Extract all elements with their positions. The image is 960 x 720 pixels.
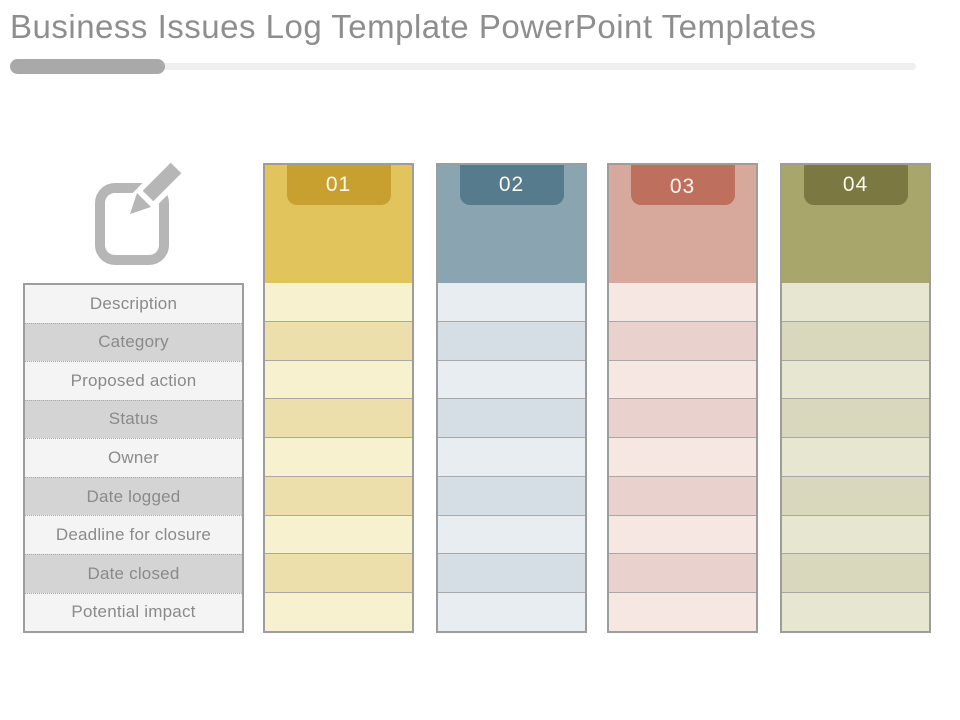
- table-cell: [265, 359, 412, 399]
- table-cell: [438, 553, 585, 593]
- column-number-badge: 03: [630, 165, 735, 205]
- table-cell: [609, 592, 756, 632]
- page-title: Business Issues Log Template PowerPoint …: [10, 8, 817, 45]
- row-label-potential-impact: Potential impact: [25, 592, 242, 632]
- table-cell: [265, 398, 412, 438]
- title-underline-track: [10, 63, 916, 70]
- table-cell: [609, 283, 756, 321]
- row-label-date-closed: Date closed: [25, 553, 242, 593]
- column-body: [265, 283, 412, 632]
- edit-pencil-square-icon: [95, 160, 190, 265]
- data-column-03: 03: [607, 163, 758, 633]
- table-cell: [782, 437, 929, 476]
- column-number: 04: [842, 173, 869, 196]
- column-number-badge: 04: [803, 165, 908, 205]
- row-label-owner: Owner: [25, 438, 242, 477]
- row-label-deadline-for-closure: Deadline for closure: [25, 515, 242, 554]
- row-labels-column: Description Category Proposed action Sta…: [23, 283, 244, 633]
- table-cell: [265, 553, 412, 593]
- data-column-01: 01: [263, 163, 414, 633]
- table-cell: [265, 514, 412, 554]
- row-label-category: Category: [25, 322, 242, 362]
- column-number: 03: [669, 175, 696, 198]
- table-cell: [609, 475, 756, 515]
- table-cell: [438, 320, 585, 360]
- table-cell: [265, 475, 412, 515]
- table-cell: [265, 437, 412, 476]
- column-header: 04: [782, 165, 929, 283]
- row-label-date-logged: Date logged: [25, 476, 242, 516]
- table-cell: [782, 398, 929, 438]
- table-cell: [438, 475, 585, 515]
- table-cell: [609, 359, 756, 399]
- table-cell: [438, 514, 585, 554]
- table-cell: [782, 514, 929, 554]
- column-number-badge: 01: [286, 165, 391, 205]
- column-number-badge: 02: [459, 165, 564, 205]
- column-number: 02: [498, 173, 525, 196]
- column-body: [438, 283, 585, 632]
- table-cell: [782, 475, 929, 515]
- data-column-02: 02: [436, 163, 587, 633]
- column-number: 01: [325, 173, 352, 196]
- table-cell: [609, 320, 756, 360]
- table-cell: [438, 398, 585, 438]
- column-body: [782, 283, 929, 632]
- table-cell: [782, 320, 929, 360]
- table-cell: [782, 283, 929, 321]
- column-header: 03: [609, 165, 756, 283]
- table-cell: [438, 359, 585, 399]
- column-header: 02: [438, 165, 585, 283]
- table-cell: [438, 592, 585, 632]
- data-column-04: 04: [780, 163, 931, 633]
- table-cell: [265, 592, 412, 632]
- table-cell: [782, 359, 929, 399]
- row-label-status: Status: [25, 399, 242, 439]
- table-cell: [265, 283, 412, 321]
- row-label-description: Description: [25, 285, 242, 323]
- table-cell: [265, 320, 412, 360]
- column-body: [609, 283, 756, 632]
- table-cell: [609, 553, 756, 593]
- table-cell: [438, 283, 585, 321]
- table-cell: [438, 437, 585, 476]
- table-cell: [609, 514, 756, 554]
- table-cell: [609, 398, 756, 438]
- table-cell: [782, 592, 929, 632]
- table-cell: [782, 553, 929, 593]
- table-cell: [609, 437, 756, 476]
- row-label-proposed-action: Proposed action: [25, 361, 242, 400]
- title-underline-bar: [10, 59, 165, 74]
- column-header: 01: [265, 165, 412, 283]
